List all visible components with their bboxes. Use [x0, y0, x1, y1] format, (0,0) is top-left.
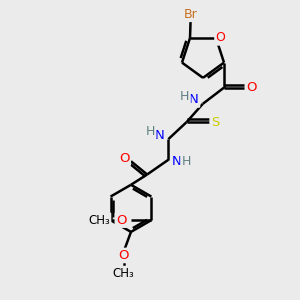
Text: H: H	[146, 125, 155, 138]
Text: N: N	[189, 94, 199, 106]
Text: O: O	[118, 249, 129, 262]
Text: N: N	[155, 129, 165, 142]
Text: CH₃: CH₃	[88, 214, 110, 226]
Text: O: O	[246, 81, 256, 94]
Text: H: H	[182, 155, 191, 168]
Text: O: O	[116, 214, 126, 226]
Text: S: S	[211, 116, 219, 129]
Text: O: O	[215, 32, 225, 44]
Text: Br: Br	[184, 8, 197, 21]
Text: O: O	[119, 152, 130, 165]
Text: N: N	[172, 155, 182, 168]
Text: CH₃: CH₃	[113, 267, 134, 280]
Text: H: H	[180, 90, 190, 103]
